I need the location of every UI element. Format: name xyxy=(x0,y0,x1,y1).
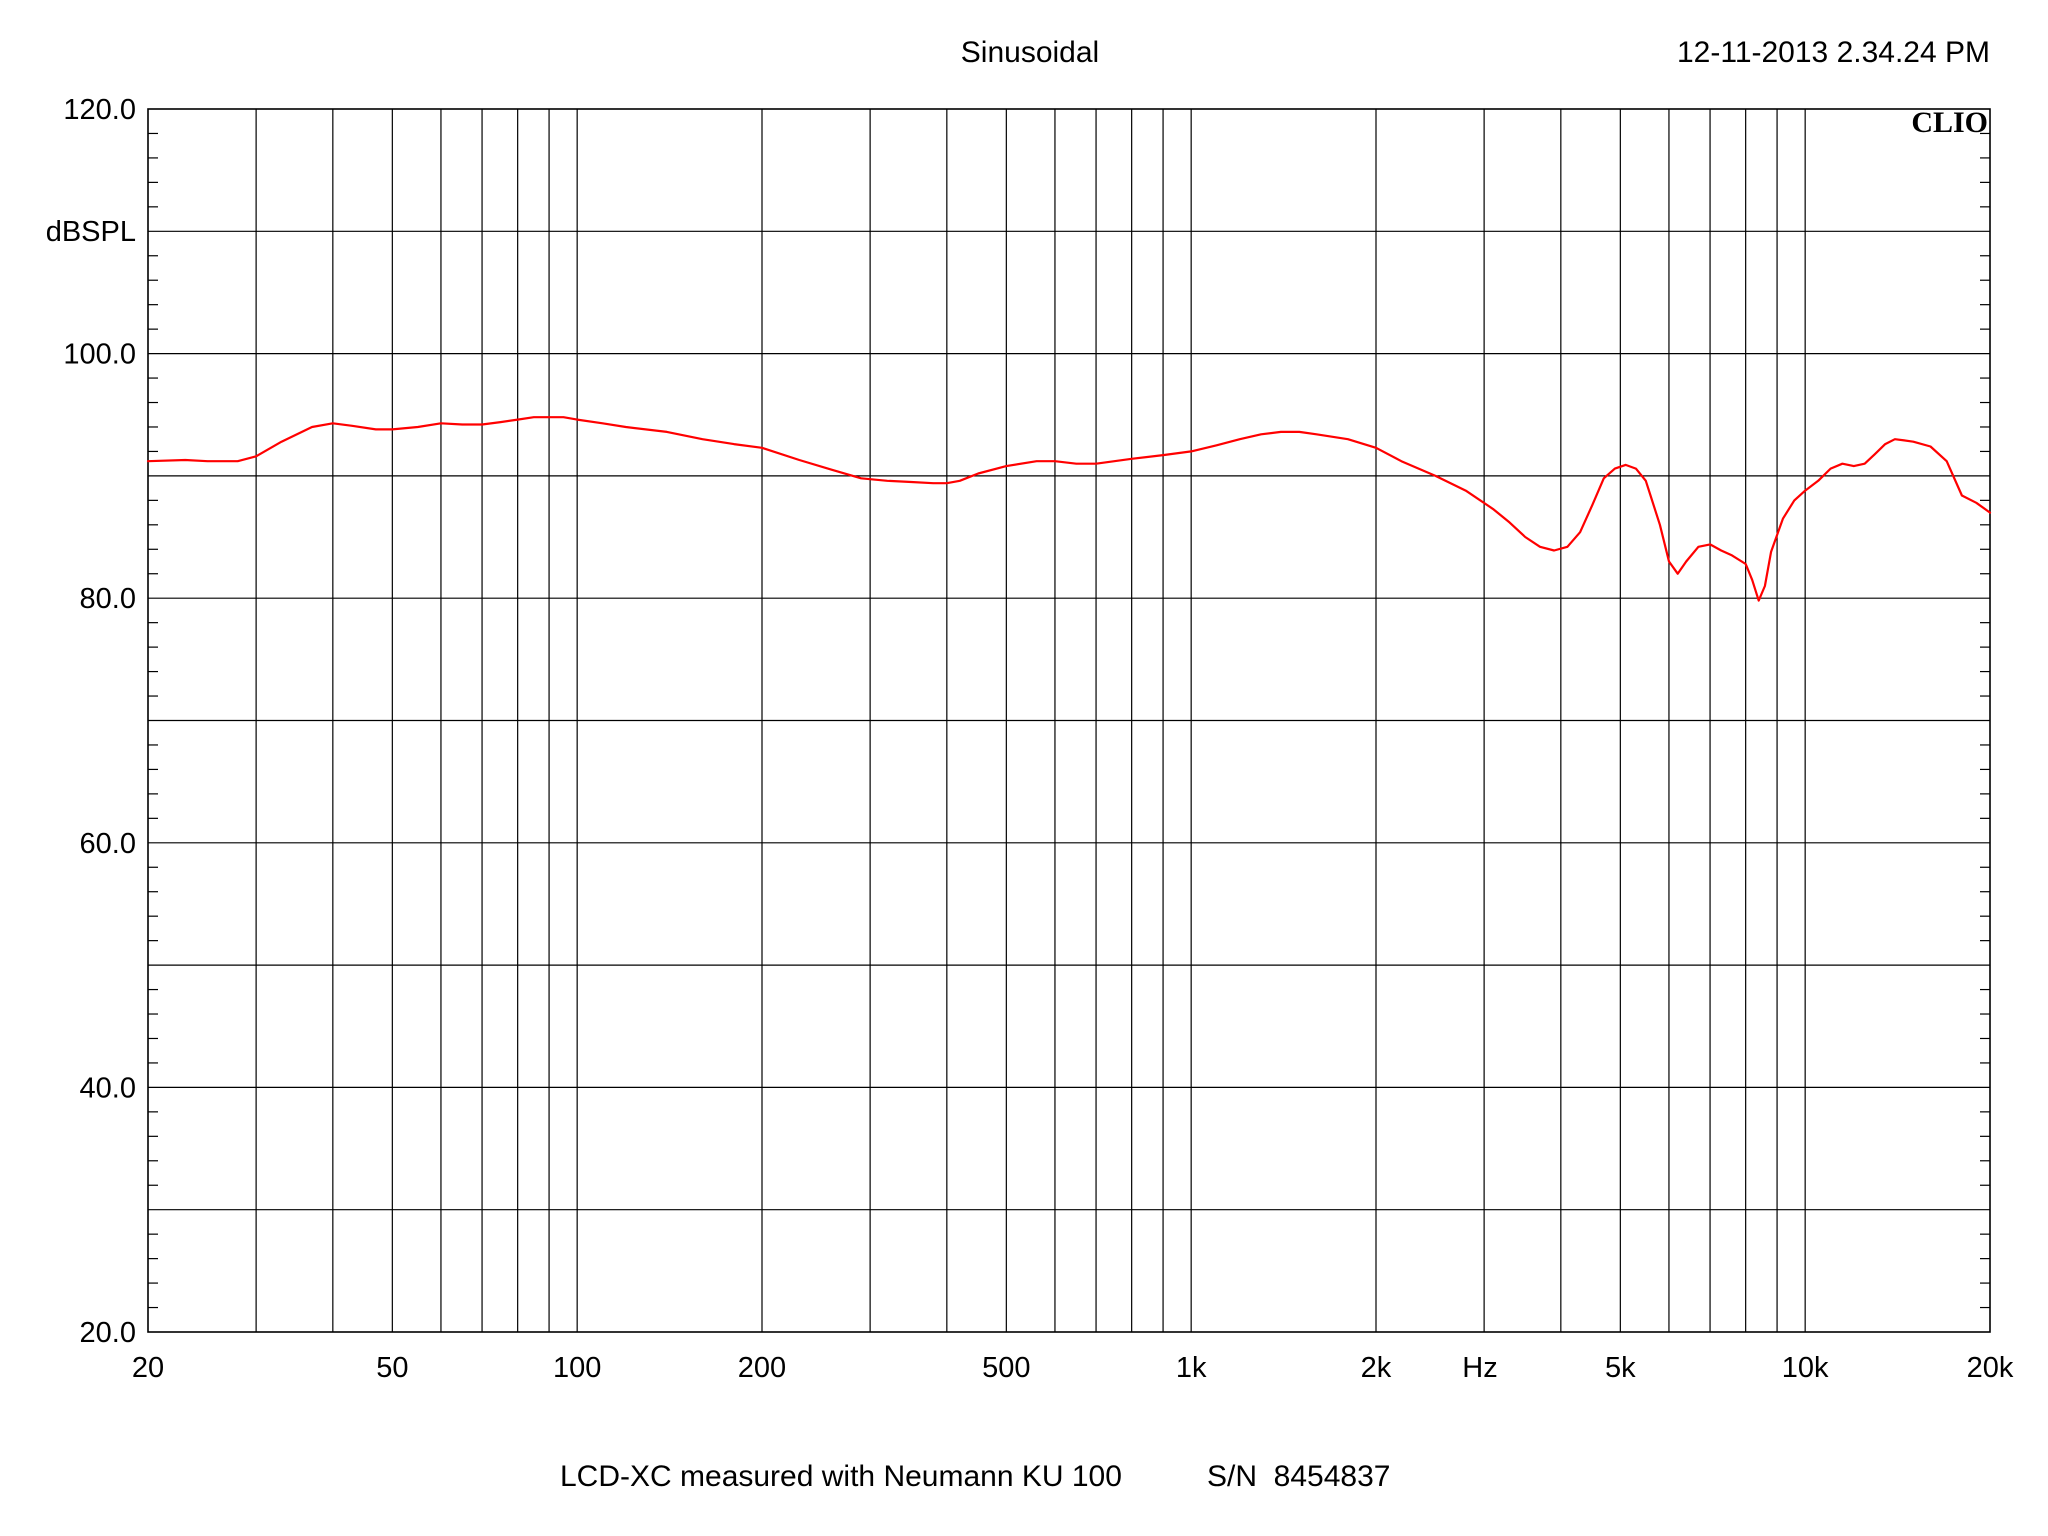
y-tick-label: 120.0 xyxy=(63,94,136,126)
serial-number: S/N 8454837 xyxy=(1207,1460,1390,1493)
frequency-response-line xyxy=(146,416,1992,602)
chart-timestamp: 12-11-2013 2.34.24 PM xyxy=(1677,36,1990,69)
x-tick-label: 20k xyxy=(1967,1352,2014,1384)
series-layer xyxy=(146,416,1992,602)
y-tick-label: 60.0 xyxy=(80,828,136,860)
x-tick-labels: 20 50 100 200 500 1k 2k 5k 10k 20k xyxy=(132,1352,2014,1384)
chart-title: Sinusoidal xyxy=(961,36,1099,69)
x-tick-label: 20 xyxy=(132,1352,164,1384)
y-tick-label: 40.0 xyxy=(80,1072,136,1104)
x-tick-label: 200 xyxy=(738,1352,786,1384)
chart-grid xyxy=(148,109,1990,1332)
x-tick-label: 10k xyxy=(1782,1352,1829,1384)
x-tick-label: 1k xyxy=(1176,1352,1207,1384)
x-tick-label: 100 xyxy=(553,1352,601,1384)
y-tick-label: 20.0 xyxy=(80,1317,136,1349)
y-tick-label: 80.0 xyxy=(80,583,136,615)
x-axis-label: Hz xyxy=(1462,1352,1497,1384)
clio-logo: CLIO xyxy=(1911,106,1988,139)
y-tick-label: 100.0 xyxy=(63,339,136,371)
chart-minor-ticks xyxy=(148,132,1990,1309)
x-tick-label: 2k xyxy=(1361,1352,1392,1384)
y-tick-labels: 20.0 40.0 60.0 80.0 100.0 120.0 xyxy=(63,94,136,1349)
plot-frame xyxy=(147,108,1991,1333)
y-axis-label: dBSPL xyxy=(46,216,136,248)
x-tick-label: 5k xyxy=(1605,1352,1636,1384)
x-tick-label: 50 xyxy=(376,1352,408,1384)
footer-caption: LCD-XC measured with Neumann KU 100 xyxy=(560,1460,1122,1493)
x-tick-label: 500 xyxy=(982,1352,1030,1384)
